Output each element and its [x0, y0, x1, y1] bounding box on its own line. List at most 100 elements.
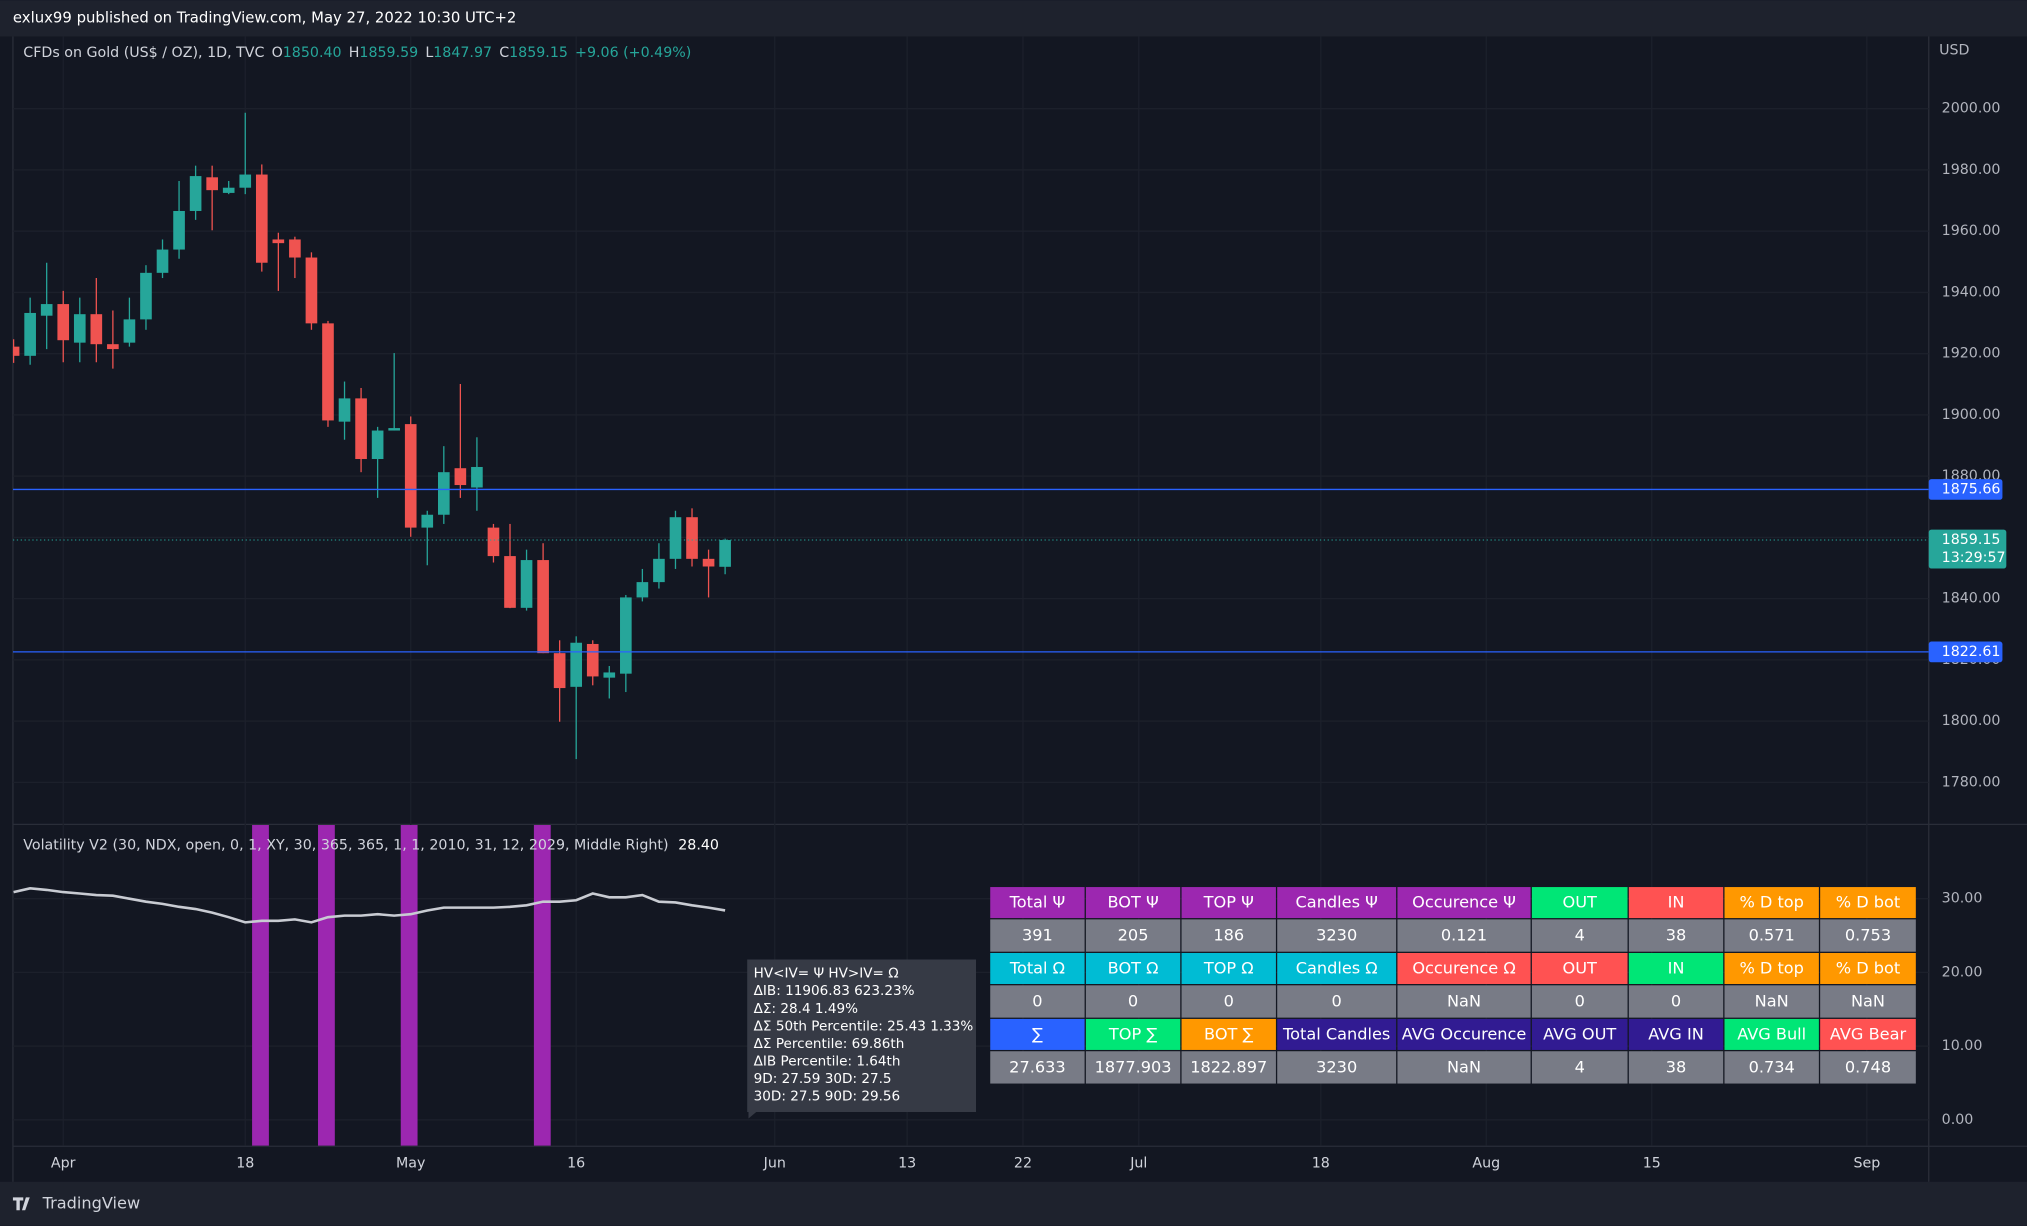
- table-cell-text: AVG Occurence: [1402, 1025, 1527, 1044]
- table-cell: [1397, 1018, 1531, 1050]
- table-cell-text: % D top: [1739, 959, 1803, 978]
- change: +9.06 (+0.49%): [575, 45, 691, 61]
- table-cell-text: 186: [1213, 926, 1244, 945]
- candle-body: [620, 597, 632, 674]
- table-cell: [1277, 1051, 1397, 1084]
- table-cell-text: BOT Ω: [1108, 959, 1159, 978]
- currency-label: USD: [1939, 43, 1969, 59]
- table-cell: [1085, 952, 1181, 985]
- volatility-line: [13, 887, 726, 924]
- candle-body: [12, 346, 20, 356]
- table-cell-text: 0: [1224, 992, 1234, 1011]
- table-cell: [1397, 952, 1531, 985]
- candle-body: [586, 643, 599, 677]
- symbol-legend: CFDs on Gold (US$ / OZ), 1D, TVC O1850.4…: [23, 45, 691, 61]
- table-cell-text: NaN: [1447, 992, 1481, 1011]
- published-note: exlux99 published on TradingView.com, Ma…: [13, 8, 516, 26]
- table-cell: [1085, 919, 1181, 952]
- candle-body: [123, 319, 136, 343]
- table-cell: [1531, 919, 1628, 952]
- candle-body: [603, 672, 616, 678]
- y-tick-label: 10.00: [1942, 1038, 1983, 1054]
- y-tick-label: 0.00: [1942, 1112, 1974, 1128]
- y-tick-label: 1980.00: [1942, 162, 2001, 178]
- table-cell-text: 0.121: [1441, 926, 1487, 945]
- table-cell-text: AVG Bull: [1737, 1025, 1806, 1044]
- indicator-value: 28.40: [678, 838, 719, 854]
- indicator-legend: Volatility V2 (30, NDX, open, 0, 1, XY, …: [23, 838, 719, 854]
- table-cell: [1628, 952, 1724, 985]
- y-tick-label: 1940.00: [1942, 284, 2001, 300]
- table-cell-text: 1822.897: [1190, 1058, 1267, 1077]
- table-cell-text: ∑: [1032, 1025, 1043, 1044]
- ohlc-label: C: [499, 45, 509, 61]
- table-cell: [1085, 1051, 1181, 1084]
- table-cell-text: BOT ∑: [1204, 1025, 1253, 1044]
- table-cell-text: AVG IN: [1648, 1025, 1704, 1044]
- table-cell-text: Candles Ω: [1296, 959, 1378, 978]
- table-cell: [1820, 919, 1916, 952]
- table-cell-text: 4: [1575, 926, 1585, 945]
- table-cell: [1397, 919, 1531, 952]
- x-tick-label: Apr: [51, 1156, 76, 1172]
- x-tick-label: Aug: [1472, 1156, 1500, 1172]
- table-cell-text: Occurence Ψ: [1412, 893, 1516, 912]
- table-cell: [1085, 985, 1181, 1018]
- candle-body: [57, 304, 70, 341]
- tooltip-line: ΔIB: 11906.83 623.23%: [754, 983, 915, 999]
- table-cell: [1277, 1018, 1397, 1050]
- candle-body: [305, 257, 318, 324]
- table-cell: [1820, 1018, 1916, 1050]
- table-cell-text: 391: [1022, 926, 1053, 945]
- candle-body: [421, 514, 434, 528]
- table-cell-text: 0: [1032, 992, 1042, 1011]
- table-cell: [1820, 887, 1916, 919]
- price-label: 1822.61: [1942, 644, 2001, 660]
- price-label-box: [1928, 641, 2003, 663]
- top-bar: [0, 0, 2027, 37]
- candle-body: [40, 304, 53, 316]
- table-cell: [1628, 1018, 1724, 1050]
- candle-body: [338, 398, 351, 422]
- table-cell: [1531, 985, 1628, 1018]
- candle-body: [90, 314, 103, 345]
- candle-body: [24, 312, 36, 356]
- table-cell: [1724, 1018, 1819, 1050]
- candle-body: [371, 430, 384, 460]
- highlight-bar: [318, 825, 335, 1146]
- table-cell: [1397, 985, 1531, 1018]
- table-cell: [1724, 1051, 1819, 1084]
- table-cell: [990, 919, 1085, 952]
- y-tick-label: 1960.00: [1942, 223, 2001, 239]
- tooltip-line: 30D: 27.5 90D: 29.56: [754, 1089, 901, 1105]
- table-cell-text: NaN: [1755, 992, 1789, 1011]
- table-cell-text: 3230: [1316, 1058, 1357, 1077]
- candle-body: [239, 174, 252, 188]
- table-cell-text: TOP Ψ: [1203, 893, 1254, 912]
- table-cell: [1628, 1051, 1724, 1084]
- x-tick-label: Jul: [1129, 1156, 1147, 1172]
- table-cell: [1820, 1051, 1916, 1084]
- table-cell: [1085, 1018, 1181, 1050]
- table-cell: [1531, 952, 1628, 985]
- y-tick-label: 1840.00: [1942, 591, 2001, 607]
- table-cell-text: TOP ∑: [1108, 1025, 1157, 1044]
- brand-logo: [12, 1197, 30, 1211]
- table-cell: [1820, 952, 1916, 985]
- candle-body: [537, 560, 549, 654]
- current-price-box: [1928, 529, 2007, 569]
- table-cell-text: TOP Ω: [1203, 959, 1254, 978]
- table-cell: [1397, 887, 1531, 919]
- table-cell: [1181, 919, 1276, 952]
- candle-body: [73, 314, 86, 343]
- candle-body: [553, 653, 566, 689]
- price-label: 1875.66: [1942, 481, 2001, 497]
- y-tick-label: 1800.00: [1942, 713, 2001, 729]
- candle-body: [454, 468, 467, 486]
- current-price-label: 1859.15: [1942, 532, 2001, 548]
- y-tick-label: 1920.00: [1942, 346, 2001, 362]
- table-cell-text: Total Ψ: [1009, 893, 1066, 912]
- ohlc-label: O: [272, 45, 283, 61]
- table-cell: [1724, 952, 1819, 985]
